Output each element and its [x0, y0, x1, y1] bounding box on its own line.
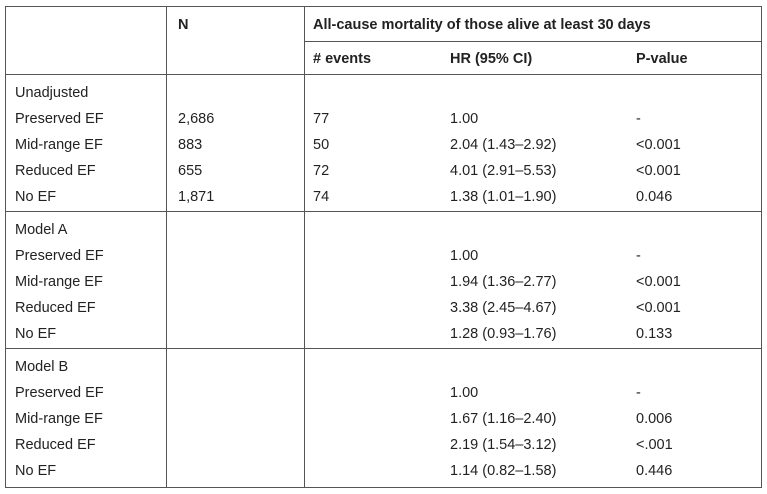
cell-label: Reduced EF: [15, 163, 96, 179]
cell-p: <0.001: [636, 137, 681, 153]
header-n: N: [178, 17, 189, 33]
section-divider: [6, 348, 761, 349]
cell-label: Reduced EF: [15, 437, 96, 453]
cell-label: Preserved EF: [15, 248, 104, 264]
cell-label: Mid-range EF: [15, 274, 103, 290]
section-title: Unadjusted: [15, 85, 89, 101]
cell-label: Mid-range EF: [15, 137, 103, 153]
cell-events: 50: [313, 137, 330, 153]
section-divider: [6, 211, 761, 212]
cell-hr: 4.01 (2.91–5.53): [450, 163, 557, 179]
cell-p: 0.446: [636, 463, 673, 479]
cell-p: <0.001: [636, 274, 681, 290]
cell-hr: 1.00: [450, 385, 479, 401]
cell-p: -: [636, 248, 641, 264]
cell-events: 74: [313, 189, 330, 205]
column-divider: [304, 7, 305, 487]
cell-hr: 3.38 (2.45–4.67): [450, 300, 557, 316]
cell-events: 72: [313, 163, 330, 179]
cell-label: Reduced EF: [15, 300, 96, 316]
cell-label: Mid-range EF: [15, 411, 103, 427]
header-bottom-divider: [6, 74, 761, 75]
cell-label: Preserved EF: [15, 111, 104, 127]
header-pvalue: P-value: [636, 51, 688, 67]
cell-hr: 2.19 (1.54–3.12): [450, 437, 557, 453]
cell-hr: 1.14 (0.82–1.58): [450, 463, 557, 479]
section-title: Model A: [15, 222, 68, 238]
cell-events: 77: [313, 111, 330, 127]
header-outcome: All-cause mortality of those alive at le…: [313, 17, 651, 33]
cell-hr: 1.00: [450, 111, 479, 127]
cell-hr: 1.28 (0.93–1.76): [450, 326, 557, 342]
cell-n: 2,686: [178, 111, 215, 127]
cell-p: 0.133: [636, 326, 673, 342]
cell-p: 0.046: [636, 189, 673, 205]
cell-hr: 1.67 (1.16–2.40): [450, 411, 557, 427]
section-title: Model B: [15, 359, 69, 375]
cell-p: -: [636, 111, 641, 127]
cell-p: -: [636, 385, 641, 401]
header-divider: [304, 41, 761, 42]
results-table: N All-cause mortality of those alive at …: [5, 6, 762, 488]
cell-hr: 1.94 (1.36–2.77): [450, 274, 557, 290]
cell-p: <0.001: [636, 300, 681, 316]
cell-hr: 1.00: [450, 248, 479, 264]
cell-label: Preserved EF: [15, 385, 104, 401]
cell-n: 655: [178, 163, 203, 179]
cell-label: No EF: [15, 326, 57, 342]
header-events: # events: [313, 51, 372, 67]
cell-hr: 2.04 (1.43–2.92): [450, 137, 557, 153]
cell-label: No EF: [15, 189, 57, 205]
cell-p: <.001: [636, 437, 673, 453]
cell-p: <0.001: [636, 163, 681, 179]
cell-n: 883: [178, 137, 203, 153]
column-divider: [166, 7, 167, 487]
header-hr: HR (95% CI): [450, 51, 533, 67]
cell-hr: 1.38 (1.01–1.90): [450, 189, 557, 205]
cell-n: 1,871: [178, 189, 215, 205]
cell-label: No EF: [15, 463, 57, 479]
cell-p: 0.006: [636, 411, 673, 427]
